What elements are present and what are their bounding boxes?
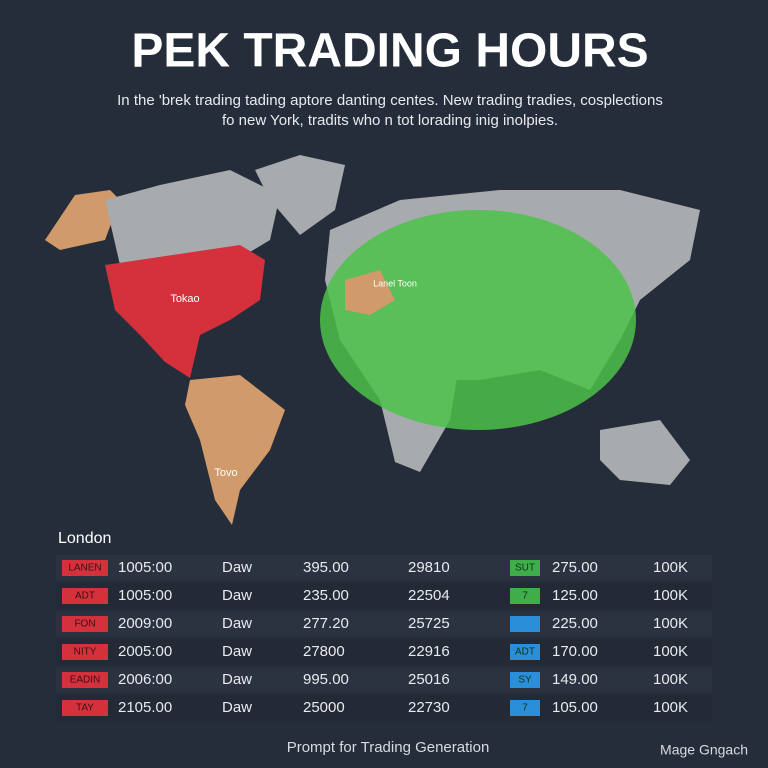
badge	[62, 588, 108, 604]
row-background	[56, 611, 712, 637]
badge-label: SY	[518, 675, 532, 686]
greenland	[255, 155, 345, 235]
footer-left: Prompt for Trading Generation	[287, 739, 490, 756]
australia	[600, 420, 690, 485]
cell-price: 149.00	[552, 671, 598, 688]
world-map: Tokao Lanel Toon Tovo	[45, 155, 700, 525]
cell-volume: 22730	[408, 699, 450, 716]
cell-time: 2005:00	[118, 643, 172, 660]
cell-size: 100K	[653, 643, 688, 660]
badge-label: FON	[74, 619, 95, 630]
badge	[62, 700, 108, 716]
badge	[62, 672, 108, 688]
badge-label: 7	[522, 703, 528, 714]
badge	[62, 644, 108, 660]
cell-time: 1005:00	[118, 559, 172, 576]
badge-label: 7	[522, 591, 528, 602]
cell-price: 170.00	[552, 643, 598, 660]
badge	[510, 560, 540, 576]
badge-label: EADIN	[70, 675, 101, 686]
cell-time: 2009:00	[118, 615, 172, 632]
cell-open: 277.20	[303, 615, 349, 632]
row-background	[56, 583, 712, 609]
subtitle-line: In the 'brek trading tading aptore danti…	[117, 92, 663, 109]
trading-zone	[320, 210, 636, 430]
cell-day: Daw	[222, 643, 252, 660]
map-label: Tokao	[170, 293, 199, 305]
title: PEK TRADING HOURS	[131, 25, 648, 78]
cell-price: 275.00	[552, 559, 598, 576]
cell-size: 100K	[653, 671, 688, 688]
table: LANEN SUT 1005:00 Daw 395.00 29810 275.00 100K A…	[56, 555, 712, 721]
badge	[510, 616, 540, 632]
map-label: Tovo	[214, 467, 237, 479]
cell-price: 125.00	[552, 587, 598, 604]
badge-label: NITY	[74, 647, 97, 658]
cell-day: Daw	[222, 699, 252, 716]
row-background	[56, 695, 712, 721]
badge	[510, 672, 540, 688]
row-background	[56, 555, 712, 581]
cell-price: 225.00	[552, 615, 598, 632]
cell-open: 995.00	[303, 671, 349, 688]
cell-day: Daw	[222, 559, 252, 576]
cell-time: 1005:00	[118, 587, 172, 604]
footer-right: Mage Gngach	[660, 742, 748, 758]
badge-label: TAY	[76, 703, 94, 714]
cell-day: Daw	[222, 587, 252, 604]
cell-time: 2006:00	[118, 671, 172, 688]
badge-label: SUT	[515, 563, 535, 574]
cell-size: 100K	[653, 699, 688, 716]
map-label: Lanel Toon	[373, 278, 417, 288]
badge-label: ADT	[75, 591, 95, 602]
cell-open: 395.00	[303, 559, 349, 576]
cell-day: Daw	[222, 671, 252, 688]
badge	[510, 588, 540, 604]
row-background	[56, 667, 712, 693]
cell-volume: 22916	[408, 643, 450, 660]
usa	[105, 245, 265, 378]
cell-time: 2105.00	[118, 699, 172, 716]
badge	[62, 616, 108, 632]
subtitle-line: fo new York, tradits who n tot lorading …	[222, 112, 558, 129]
south-america	[185, 375, 285, 525]
cell-volume: 25016	[408, 671, 450, 688]
canada	[105, 170, 280, 265]
alaska	[45, 190, 120, 250]
badge-label: LANEN	[68, 563, 101, 574]
cell-size: 100K	[653, 559, 688, 576]
badge-label: ADT	[515, 647, 535, 658]
row-background	[56, 639, 712, 665]
cell-volume: 25725	[408, 615, 450, 632]
cell-volume: 22504	[408, 587, 450, 604]
cell-size: 100K	[653, 587, 688, 604]
cell-size: 100K	[653, 615, 688, 632]
badge	[62, 560, 108, 576]
cell-open: 27800	[303, 643, 345, 660]
cell-open: 235.00	[303, 587, 349, 604]
cell-volume: 29810	[408, 559, 450, 576]
cell-price: 105.00	[552, 699, 598, 716]
europe	[345, 270, 395, 315]
badge	[510, 644, 540, 660]
badge	[510, 700, 540, 716]
cell-day: Daw	[222, 615, 252, 632]
table-heading: London	[58, 530, 111, 547]
cell-open: 25000	[303, 699, 345, 716]
